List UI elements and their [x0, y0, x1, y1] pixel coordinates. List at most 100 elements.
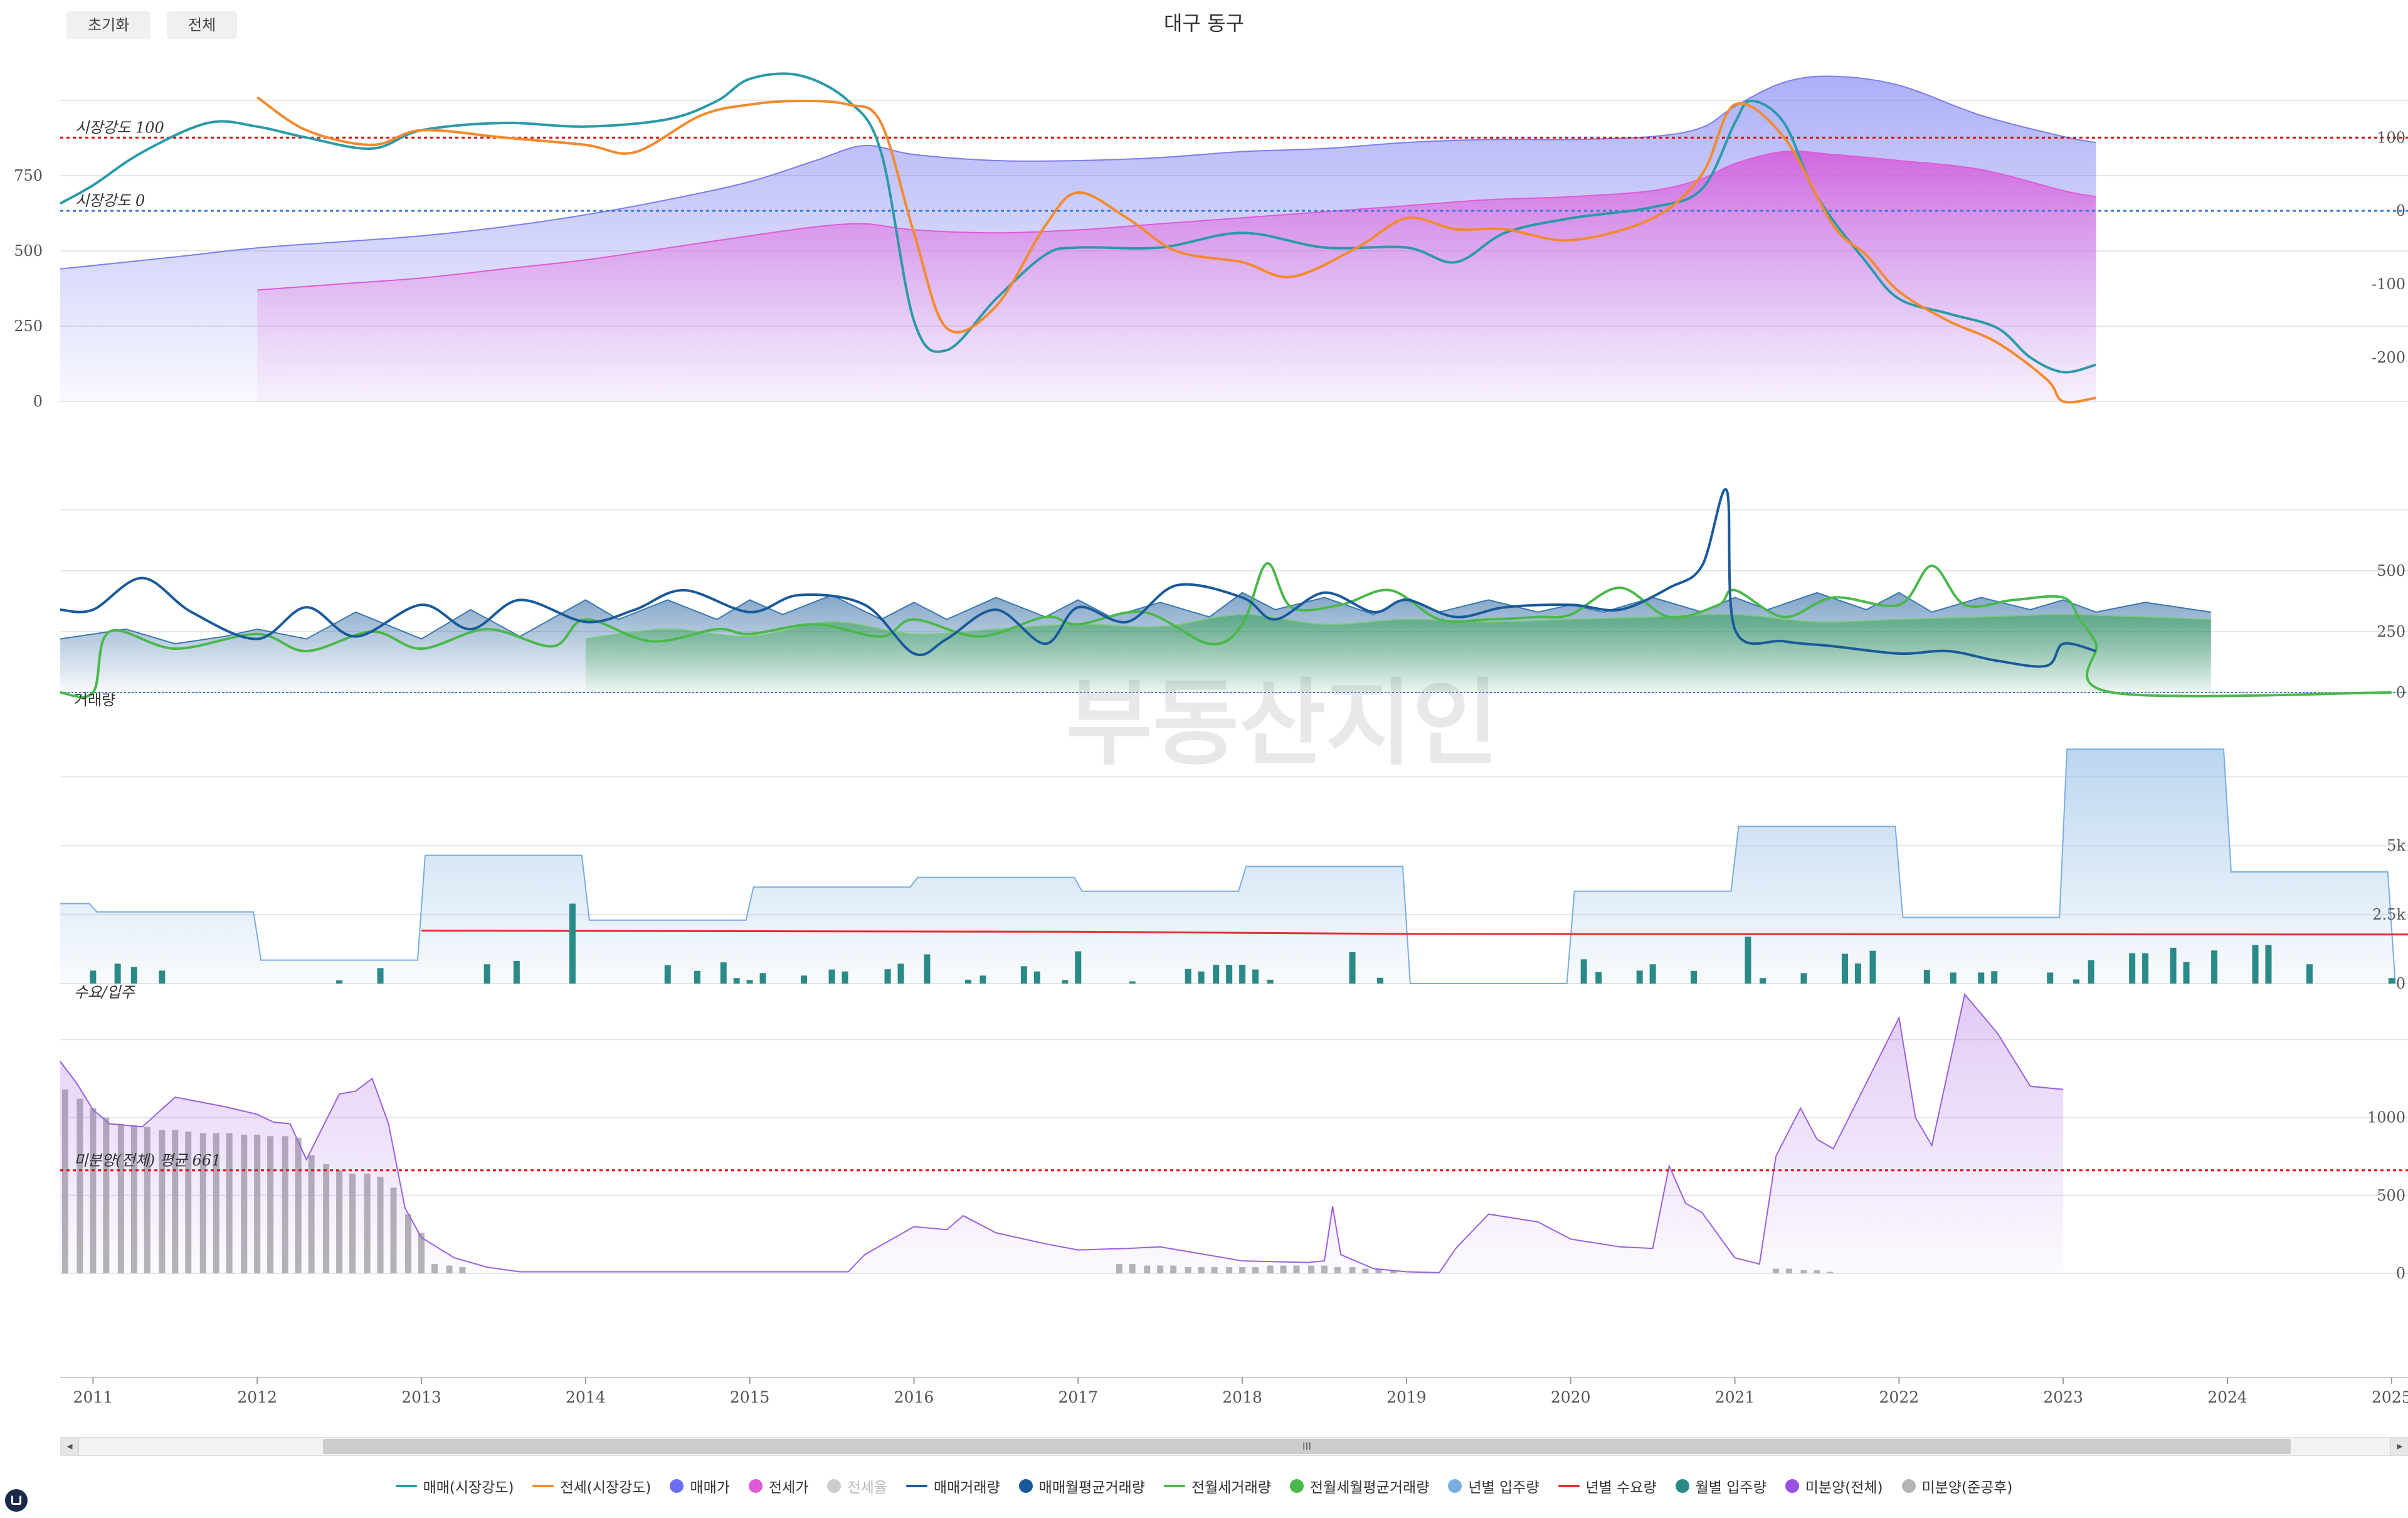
strength-axis-tick: -200 [2372, 349, 2405, 366]
legend-label: 전세율 [847, 1480, 887, 1496]
legend-swatch [1448, 1479, 1462, 1493]
monthly-supply-bar [2388, 978, 2395, 984]
monthly-supply-bar [130, 967, 137, 984]
monthly-supply-bar [2088, 960, 2094, 984]
monthly-supply-bar [1226, 965, 1233, 984]
scroll-right-arrow[interactable]: ▸ [2390, 1438, 2408, 1455]
x-axis-tick-label: 2016 [894, 1388, 934, 1406]
monthly-supply-bar [1691, 970, 1698, 984]
legend-label: 전월세거래량 [1191, 1480, 1271, 1496]
legend-swatch [1558, 1485, 1580, 1487]
x-axis-tick-label: 2019 [1386, 1388, 1427, 1406]
monthly-supply-bar [483, 964, 490, 984]
monthly-supply-bar [759, 973, 766, 984]
strength-axis-tick: 0 [2396, 202, 2405, 220]
legend-item[interactable]: 전월세거래량 [1163, 1475, 1271, 1497]
yearly-supply-area-line [60, 748, 2396, 984]
legend-label: 전세가 [768, 1480, 809, 1496]
monthly-supply-bar [884, 969, 891, 984]
monthly-supply-bar [964, 979, 971, 984]
volume-axis-tick: 250 [2377, 623, 2405, 640]
legend-item[interactable]: 년별 입주량 [1448, 1475, 1539, 1497]
scroll-left-arrow[interactable]: ◂ [61, 1438, 79, 1455]
unsold-axis-tick: 1000 [2367, 1109, 2405, 1127]
legend-label: 매매거래량 [933, 1480, 1000, 1496]
supply-axis-tick: 0 [2396, 975, 2405, 992]
legend-label: 매매(시장강도) [423, 1480, 514, 1496]
all-button[interactable]: 전체 [167, 11, 238, 39]
home-logo-icon[interactable] [5, 1489, 28, 1512]
x-axis-tick-label: 2025 [2372, 1388, 2408, 1406]
legend-item[interactable]: 미분양(준공후) [1901, 1475, 2013, 1497]
monthly-supply-bar [2142, 953, 2149, 984]
monthly-supply-bar [1991, 971, 1998, 984]
legend-label: 월별 입주량 [1695, 1480, 1766, 1496]
legend-item[interactable]: 전월세월평균거래량 [1289, 1475, 1429, 1497]
legend-item[interactable]: 전세(시장강도) [532, 1475, 651, 1497]
monthly-supply-bar [1580, 959, 1587, 984]
legend-item[interactable]: 매매(시장강도) [395, 1475, 514, 1497]
monthly-supply-bar [1185, 969, 1191, 984]
unsold-axis-tick: 0 [2396, 1265, 2405, 1282]
monthly-supply-bar [1978, 972, 1985, 984]
jeonse-price-area-line [257, 150, 2096, 291]
monthly-supply-bar [1923, 970, 1930, 984]
x-axis-tick-label: 2015 [730, 1388, 770, 1406]
monthly-supply-bar [1760, 978, 1766, 984]
sale-monthly-avg-area-line [60, 592, 2211, 645]
price-axis-tick: 500 [14, 242, 43, 260]
monthly-supply-bar [1198, 971, 1205, 984]
legend-swatch [1289, 1479, 1304, 1493]
legend-label: 매매월평균거래량 [1038, 1480, 1145, 1496]
monthly-supply-bar [1213, 965, 1220, 984]
legend-item[interactable]: 매매가 [670, 1475, 730, 1497]
unsold-axis-tick: 500 [2377, 1187, 2405, 1204]
legend-swatch [1163, 1485, 1185, 1487]
x-axis-tick-label: 2020 [1551, 1388, 1591, 1406]
x-axis-tick-label: 2012 [237, 1388, 277, 1406]
legend-item[interactable]: 월별 입주량 [1675, 1475, 1766, 1497]
jeonse-price-area-fill [257, 151, 2096, 401]
unsold-average-label: 미분양(전체) 평균 661 [74, 1152, 221, 1169]
legend-item[interactable]: 년별 수요량 [1558, 1475, 1657, 1497]
legend-swatch [1018, 1479, 1033, 1493]
legend-item[interactable]: 매매거래량 [906, 1475, 1000, 1497]
monthly-supply-bar [801, 975, 808, 984]
monthly-supply-bar [1745, 937, 1751, 984]
legend-item[interactable]: 전세가 [748, 1475, 809, 1497]
price-axis-tick: 0 [33, 393, 43, 410]
sale-price-area-line [60, 75, 2096, 270]
legend-item[interactable]: 매매월평균거래량 [1018, 1475, 1145, 1497]
monthly-supply-bar [1377, 977, 1384, 984]
scroll-thumb[interactable]: III [323, 1439, 2291, 1454]
volume-axis-tick: 500 [2377, 562, 2405, 580]
monthly-supply-bar [1841, 953, 1848, 984]
monthly-supply-bar [2129, 953, 2136, 984]
monthly-supply-bar [1595, 972, 1602, 984]
monthly-supply-bar [1062, 980, 1069, 984]
monthly-supply-bar [2170, 947, 2177, 984]
legend-item[interactable]: 전세율 [827, 1475, 887, 1497]
x-range-scrollbar[interactable]: ◂ III ▸ [60, 1437, 2408, 1456]
legend-item[interactable]: 미분양(전체) [1785, 1475, 1883, 1497]
legend-swatch [1785, 1479, 1799, 1493]
monthly-supply-bar [1869, 950, 1876, 984]
monthly-supply-bar [1020, 966, 1027, 984]
monthly-supply-bar [980, 975, 986, 984]
monthly-supply-bar [1649, 964, 1656, 984]
legend-label: 미분양(준공후) [1921, 1480, 2013, 1496]
price-axis-tick: 250 [14, 317, 43, 335]
x-axis-tick-label: 2011 [73, 1388, 114, 1406]
panel-label-supply: 수요/입주 [74, 984, 135, 1001]
monthly-supply-bar [336, 980, 343, 984]
x-axis-tick-label: 2018 [1222, 1388, 1262, 1406]
panel-label-volume: 거래량 [74, 691, 115, 709]
monthly-supply-bar [1129, 981, 1136, 984]
legend-swatch [532, 1485, 554, 1487]
reset-button[interactable]: 초기화 [66, 11, 151, 39]
monthly-supply-bar [159, 970, 166, 984]
legend-swatch [906, 1485, 927, 1487]
x-axis-tick-label: 2017 [1058, 1388, 1098, 1406]
monthly-supply-bar [720, 962, 727, 984]
monthly-supply-bar [1075, 951, 1082, 984]
